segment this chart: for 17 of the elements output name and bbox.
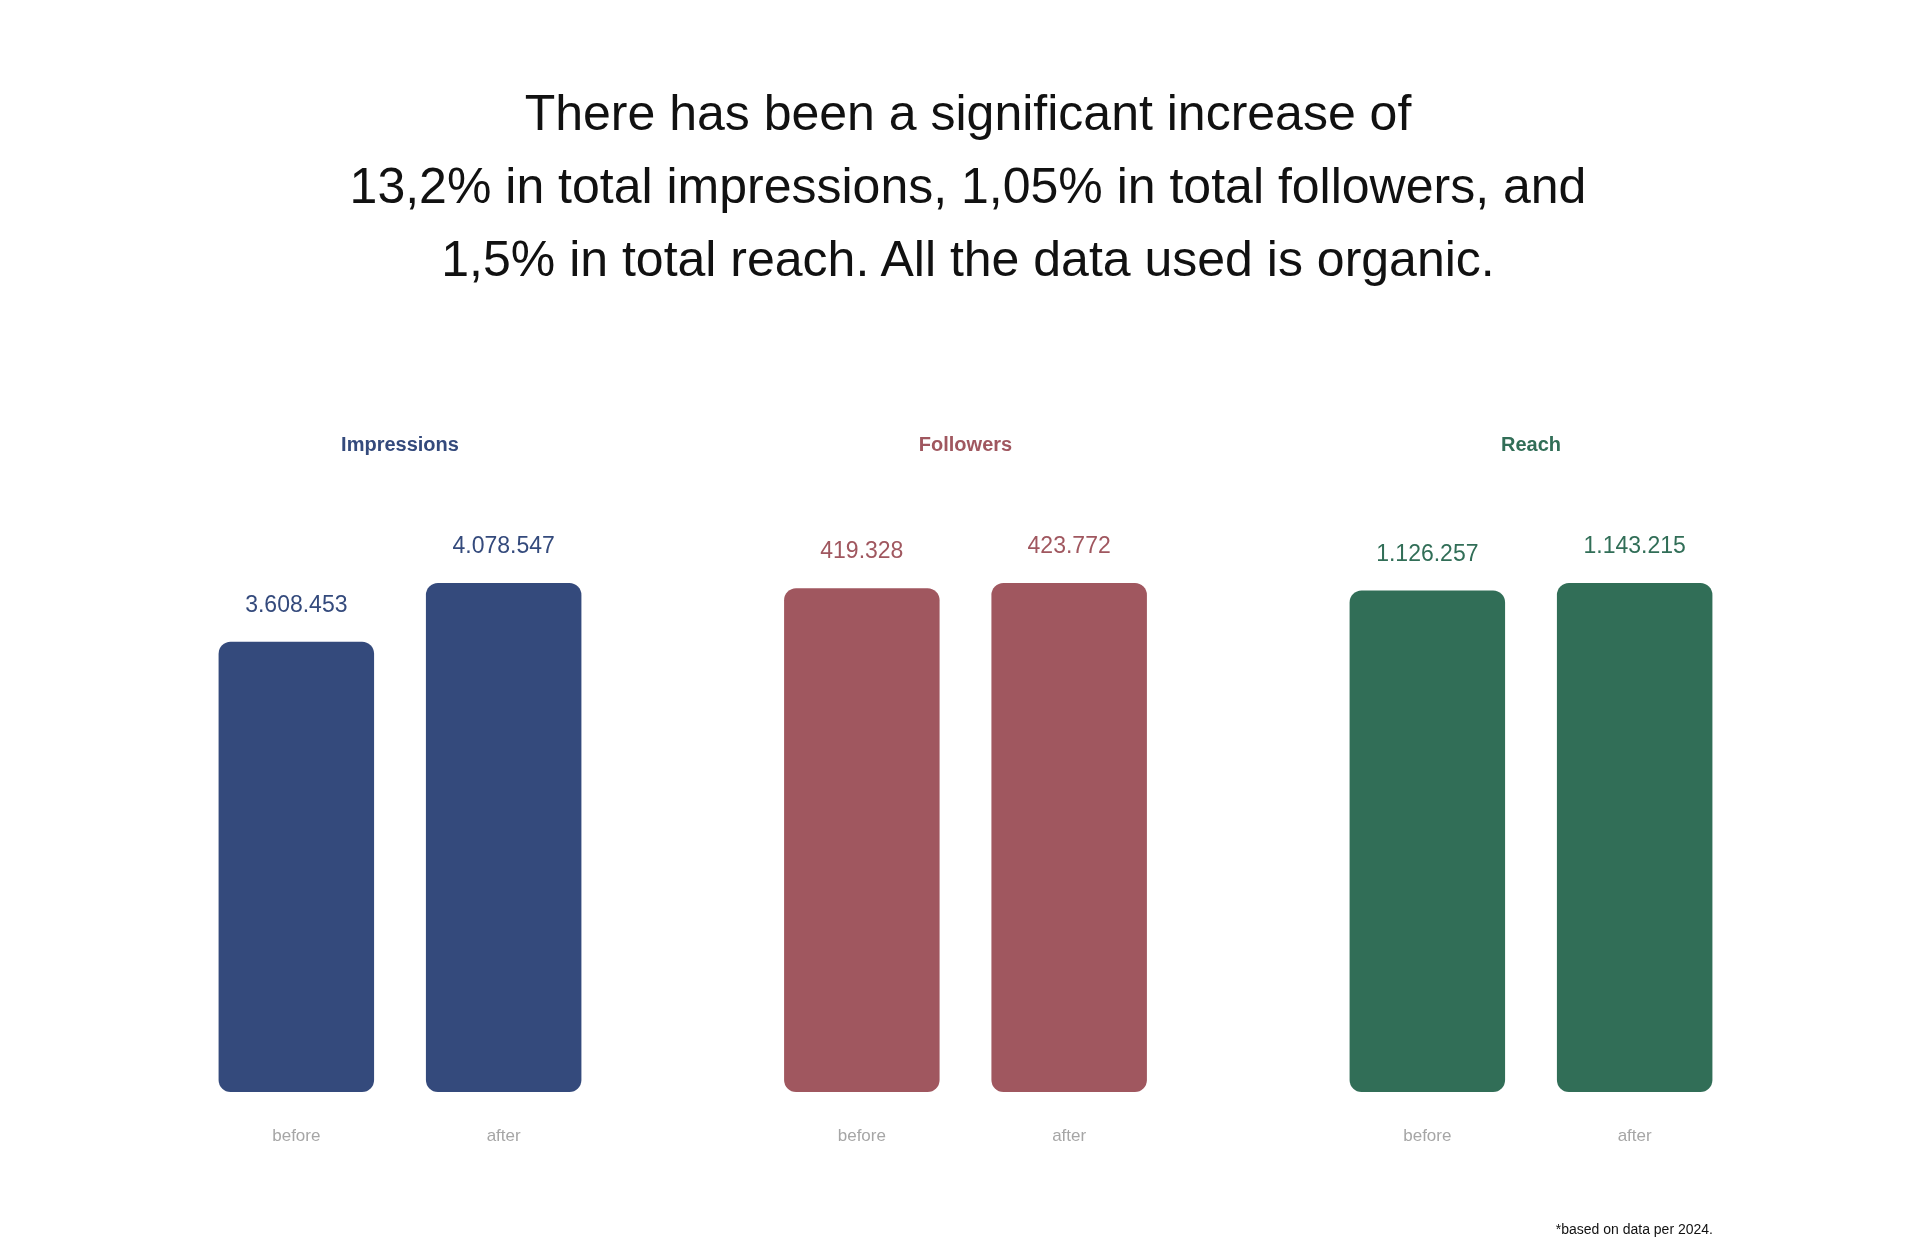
data-label: 1.126.257	[1376, 539, 1479, 566]
data-label: 1.143.215	[1583, 532, 1686, 558]
x-tick-label: before	[1403, 1126, 1452, 1145]
data-label: 419.328	[820, 537, 904, 564]
chart-title: Impressions	[341, 433, 459, 455]
x-tick-label: after	[1052, 1126, 1087, 1145]
data-label: 3.608.453	[245, 590, 348, 617]
chart-title: Reach	[1500, 433, 1562, 455]
data-label: 4.078.547	[452, 532, 555, 558]
text: *based on data per 2024.	[1555, 1221, 1713, 1237]
x-tick-label: after	[486, 1126, 521, 1145]
x-tick-label: after	[1617, 1126, 1652, 1145]
data-label: 423.772	[1027, 532, 1111, 558]
x-tick-label: before	[272, 1126, 321, 1145]
text: There has been a significant increase of 13,2% in total impressions, 1,05% in total followers, and 1,5% in total reach. All the data used is organic.	[349, 85, 1587, 287]
chart-title: Followers	[918, 433, 1013, 455]
x-tick-label: before	[837, 1126, 886, 1145]
